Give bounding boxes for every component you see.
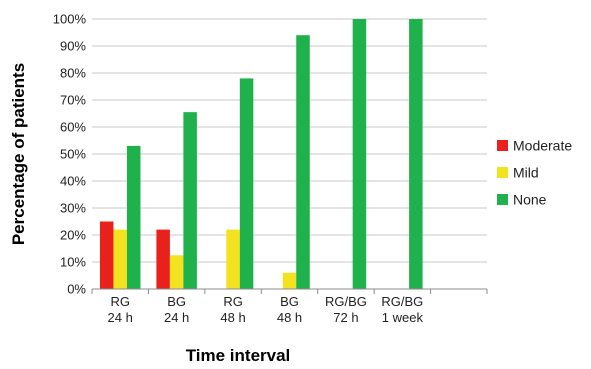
y-tick-label: 90%	[60, 39, 86, 54]
legend-label-moderate: Moderate	[513, 138, 572, 154]
x-axis-title: Time interval	[186, 346, 291, 365]
bar-moderate	[156, 229, 170, 289]
x-tick-label: 72 h	[333, 310, 358, 325]
bar-none	[296, 35, 310, 290]
legend-swatch-moderate	[497, 140, 508, 151]
legend-label-none: None	[513, 192, 547, 208]
y-tick-label: 0%	[67, 282, 86, 297]
x-tick-label: 48 h	[220, 310, 245, 325]
y-tick-label: 20%	[60, 228, 86, 243]
y-tick-label: 60%	[60, 120, 86, 135]
bar-none	[183, 112, 197, 290]
y-tick-label: 10%	[60, 255, 86, 270]
bar-mild	[226, 229, 240, 289]
y-axis-title: Percentage of patients	[9, 63, 28, 245]
x-tick-label: BG	[280, 294, 299, 309]
y-tick-label: 50%	[60, 147, 86, 162]
legend-swatch-none	[497, 194, 508, 205]
x-tick-label: RG	[110, 294, 130, 309]
x-tick-label: RG	[223, 294, 243, 309]
legend-label-mild: Mild	[513, 165, 539, 181]
bar-none	[239, 78, 254, 290]
y-tick-label: 30%	[60, 201, 86, 216]
bar-mild	[169, 255, 184, 289]
x-tick-label: 24 h	[164, 310, 189, 325]
bar-none	[352, 19, 367, 289]
x-tick-label: 1 week	[382, 310, 424, 325]
gridlines	[92, 18, 487, 263]
x-tick-label: 48 h	[277, 310, 302, 325]
bar-none	[126, 145, 141, 289]
y-tick-label: 80%	[60, 66, 86, 81]
legend: Moderate Mild None	[497, 138, 572, 208]
legend-swatch-mild	[497, 167, 508, 178]
bar-mild	[113, 229, 127, 289]
x-tick-label: BG	[167, 294, 186, 309]
bar-none	[409, 19, 423, 289]
bars	[99, 19, 423, 290]
bar-mild	[282, 272, 297, 289]
y-tick-label: 70%	[60, 93, 86, 108]
y-tick-label: 100%	[53, 12, 87, 27]
y-tick-labels: 0% 10% 20% 30% 40% 50% 60% 70% 80% 90% 100%	[53, 12, 87, 297]
x-tick-label: 24 h	[108, 310, 133, 325]
bar-moderate	[99, 221, 114, 289]
y-tick-label: 40%	[60, 174, 86, 189]
x-tick-label: RG/BG	[325, 294, 367, 309]
x-tick-label: RG/BG	[381, 294, 423, 309]
